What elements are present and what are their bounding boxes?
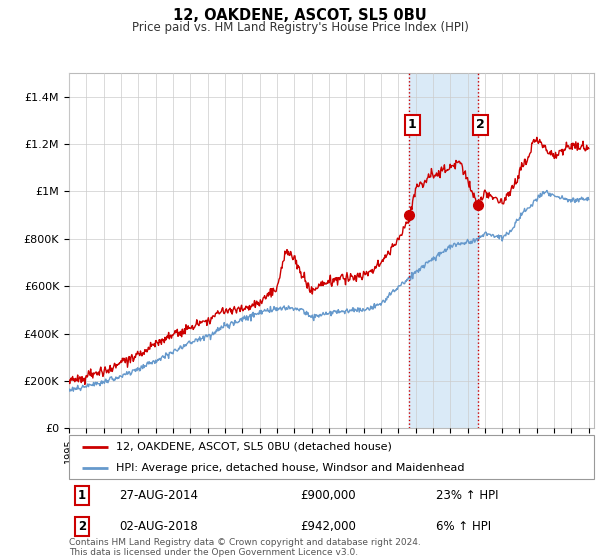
Text: £900,000: £900,000 (300, 489, 356, 502)
Text: HPI: Average price, detached house, Windsor and Maidenhead: HPI: Average price, detached house, Wind… (116, 463, 465, 473)
Bar (409, 73, 478, 428)
FancyBboxPatch shape (69, 435, 594, 479)
Text: 1: 1 (407, 119, 416, 132)
Text: 12, OAKDENE, ASCOT, SL5 0BU: 12, OAKDENE, ASCOT, SL5 0BU (173, 8, 427, 24)
Text: £942,000: £942,000 (300, 520, 356, 533)
Text: 27-AUG-2014: 27-AUG-2014 (119, 489, 198, 502)
Text: Price paid vs. HM Land Registry's House Price Index (HPI): Price paid vs. HM Land Registry's House … (131, 21, 469, 34)
Text: 02-AUG-2018: 02-AUG-2018 (119, 520, 197, 533)
Text: 2: 2 (476, 119, 485, 132)
Text: Contains HM Land Registry data © Crown copyright and database right 2024.
This d: Contains HM Land Registry data © Crown c… (69, 538, 421, 557)
Text: 6% ↑ HPI: 6% ↑ HPI (437, 520, 491, 533)
Text: 23% ↑ HPI: 23% ↑ HPI (437, 489, 499, 502)
Text: 1: 1 (78, 489, 86, 502)
Text: 12, OAKDENE, ASCOT, SL5 0BU (detached house): 12, OAKDENE, ASCOT, SL5 0BU (detached ho… (116, 442, 392, 452)
Text: 2: 2 (78, 520, 86, 533)
